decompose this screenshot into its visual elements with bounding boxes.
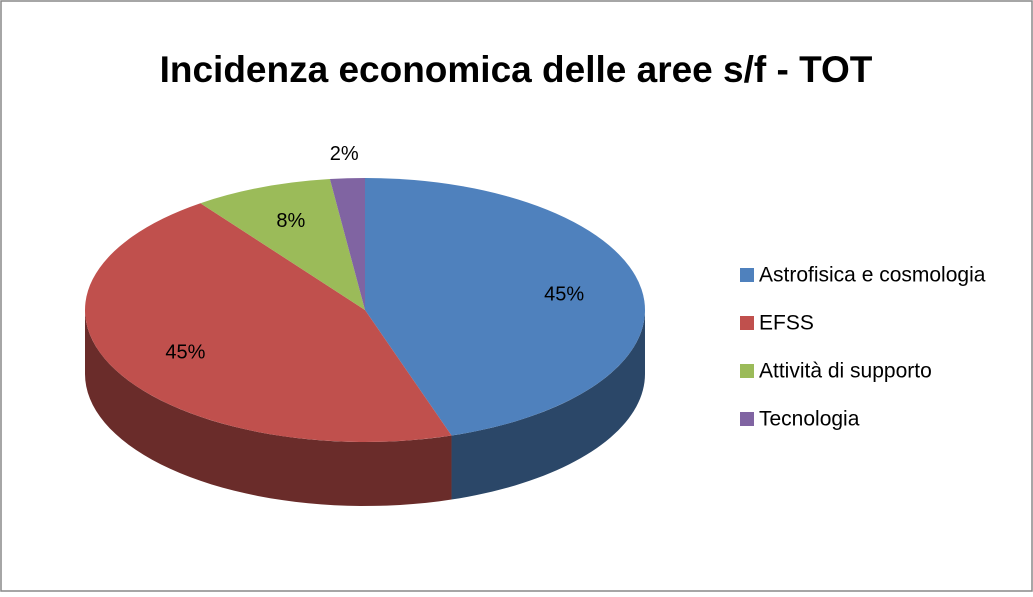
slice (85, 203, 452, 442)
legend-label: EFSS (759, 312, 814, 335)
data-label: 45% (165, 341, 205, 363)
slice-side (85, 310, 452, 506)
chart-title: Incidenza economica delle aree s/f - TOT (160, 49, 873, 90)
legend-swatch (740, 364, 754, 378)
legend-swatch (740, 268, 754, 282)
legend-swatch (740, 316, 754, 330)
slice-side (451, 310, 645, 500)
legend-label: Astrofisica e cosmologia (759, 264, 986, 287)
legend-label: Attività di supporto (759, 360, 932, 383)
slice (329, 178, 365, 310)
data-label: 2% (330, 143, 359, 165)
data-label: 8% (276, 210, 305, 232)
slice (365, 178, 646, 436)
data-label: 45% (544, 283, 584, 305)
slice (200, 179, 365, 310)
legend-swatch (740, 412, 754, 426)
legend-label: Tecnologia (759, 408, 860, 431)
